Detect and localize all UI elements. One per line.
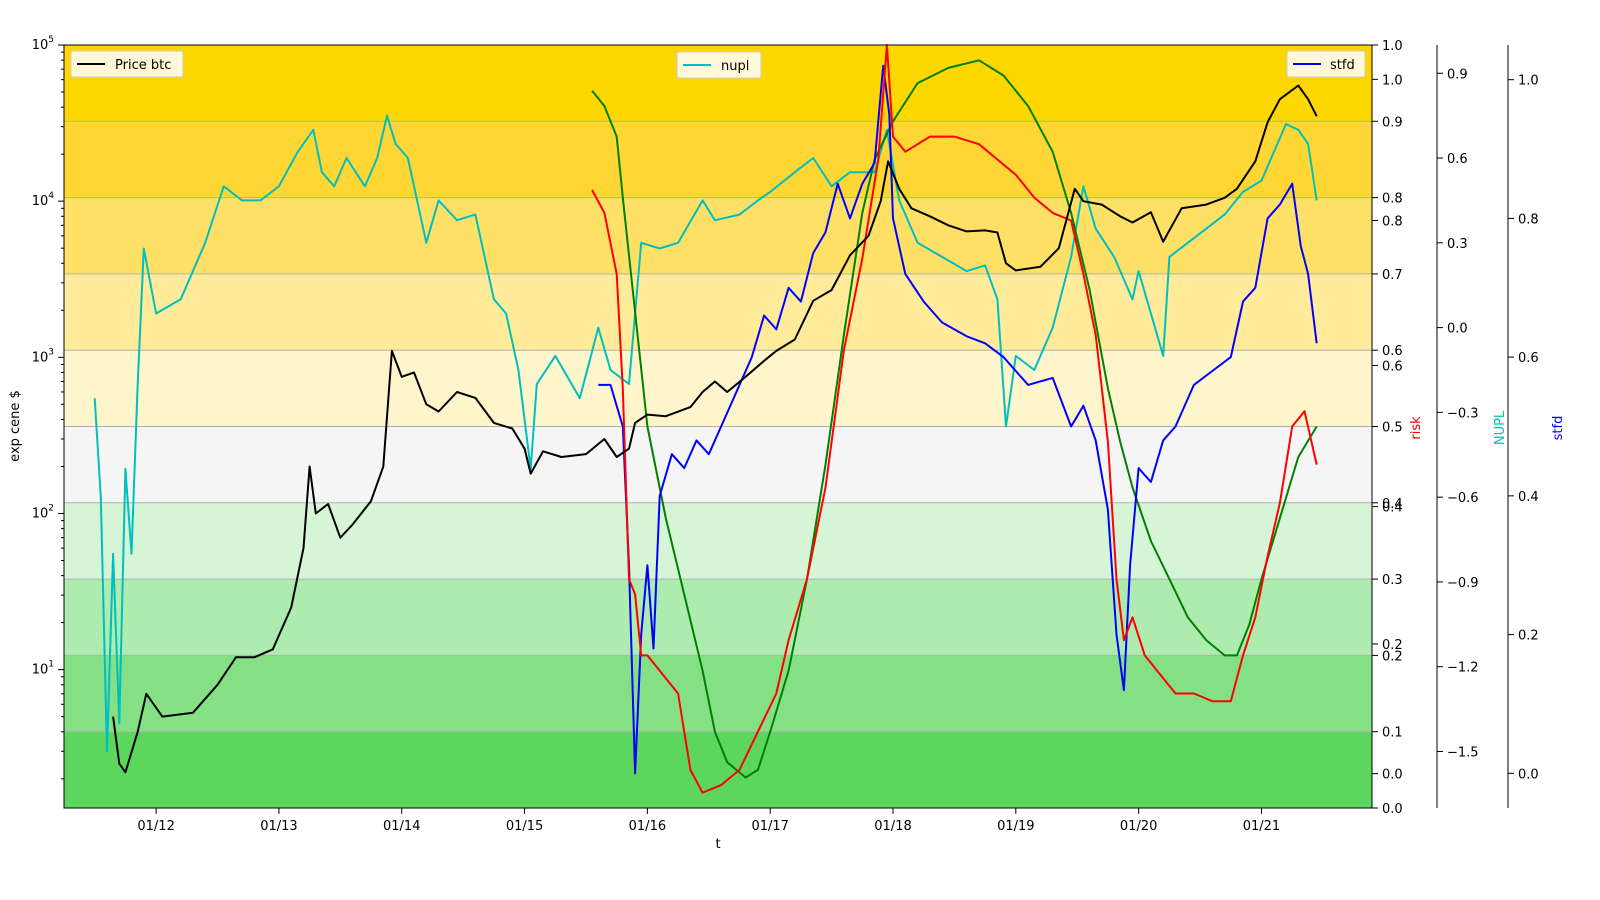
risk-tick-label: 0.3 [1382, 573, 1403, 588]
stfd-axis-label: stfd [1551, 416, 1566, 441]
time-tick-label: 01/16 [629, 819, 666, 834]
risk-tick-label: 0.1 [1382, 726, 1403, 741]
risk-band [64, 502, 1372, 580]
nupl-tick-label: 0.9 [1447, 67, 1468, 82]
risk-aux-axis: 0.0 0.2 0.4 0.6 0.8 1.0 [1372, 73, 1403, 783]
risk-tick-label: 1.0 [1382, 39, 1403, 54]
time-tick-label: 01/17 [751, 819, 788, 834]
risk-tick-label: 0.5 [1382, 421, 1403, 436]
y-axis-label: exp cene $ [8, 390, 23, 462]
risk-tick-label: 0.4 [1382, 497, 1403, 512]
risk-tick-label: 0.9 [1382, 115, 1403, 130]
risk-axis: 0.0 0.1 0.2 0.3 0.4 0.5 0.6 0.7 0.8 0.9 1.0 [1372, 39, 1403, 817]
legend-nupl: nupl [676, 51, 762, 79]
risk-band [64, 426, 1372, 503]
stfd-tick-label: 0.0 [1518, 767, 1539, 782]
nupl-axis: 0.9 0.6 0.3 0.0 −0.3 −0.6 −0.9 −1.2 −1.5 [1436, 45, 1479, 808]
price-tick-label: 105 [32, 35, 54, 53]
risk-band [64, 350, 1372, 427]
time-tick-label: 01/14 [383, 819, 420, 834]
nupl-tick-label: −1.2 [1447, 661, 1479, 676]
stfd-axis: 1.0 0.8 0.6 0.4 0.2 0.0 [1507, 45, 1539, 808]
nupl-tick-label: −0.6 [1447, 491, 1479, 506]
stfd-tick-label: 0.8 [1518, 212, 1539, 227]
risk-aux-tick-label: 0.0 [1382, 768, 1403, 783]
risk-band [64, 121, 1372, 198]
price-tick-label: 102 [32, 503, 54, 521]
price-axis: 101 102 103 104 105 [32, 35, 64, 780]
time-tick-label: 01/18 [874, 819, 911, 834]
time-tick-label: 01/21 [1243, 819, 1280, 834]
risk-tick-label: 0.6 [1382, 344, 1403, 359]
series-layer [93, 44, 1318, 794]
nupl-tick-label: −0.3 [1447, 406, 1479, 421]
nupl-tick-label: 0.6 [1447, 152, 1468, 167]
risk-band [64, 273, 1372, 351]
risk-aux-tick-label: 0.8 [1382, 214, 1403, 229]
series-line-nupl [93, 114, 1318, 753]
time-tick-label: 01/20 [1120, 819, 1157, 834]
band-gridlines [64, 120, 1372, 733]
risk-aux-tick-label: 0.2 [1382, 638, 1403, 653]
time-tick-label: 01/19 [997, 819, 1034, 834]
risk-band [64, 197, 1372, 274]
series-line-smoothed-risk [591, 59, 1318, 779]
risk-tick-label: 0.8 [1382, 192, 1403, 207]
nupl-tick-label: 0.3 [1447, 237, 1468, 252]
legend-price-label: Price btc [115, 58, 171, 73]
time-tick-label: 01/15 [506, 819, 543, 834]
legend-nupl-label: nupl [721, 59, 749, 74]
time-tick-label: 01/12 [137, 819, 174, 834]
stfd-tick-label: 0.6 [1518, 351, 1539, 366]
price-tick-label: 103 [32, 347, 54, 365]
risk-tick-label: 0.7 [1382, 268, 1403, 283]
legend-price: Price btc [70, 50, 184, 78]
legend-stfd: stfd [1286, 50, 1366, 78]
x-axis-label: t [715, 837, 720, 852]
price-tick-label: 101 [32, 660, 54, 678]
stfd-tick-label: 1.0 [1518, 74, 1539, 89]
nupl-axis-label: NUPL [1493, 410, 1508, 445]
series-line-risk [591, 44, 1318, 794]
risk-aux-tick-label: 1.0 [1382, 73, 1403, 88]
risk-tick-label: 0.0 [1382, 802, 1403, 817]
nupl-tick-label: 0.0 [1447, 322, 1468, 337]
nupl-tick-label: −1.5 [1447, 745, 1479, 760]
risk-band [64, 579, 1372, 656]
price-tick-label: 104 [32, 191, 55, 209]
nupl-tick-label: −0.9 [1447, 576, 1479, 591]
stfd-tick-label: 0.4 [1518, 490, 1539, 505]
risk-band [64, 731, 1372, 808]
time-tick-label: 01/13 [260, 819, 297, 834]
risk-axis-label: risk [1409, 416, 1424, 440]
risk-tick-label: 0.2 [1382, 649, 1403, 664]
time-axis: 01/12 01/13 01/14 01/15 01/16 01/17 01/18 01/19… [137, 808, 1280, 834]
legend-stfd-label: stfd [1330, 58, 1355, 73]
series-line-price-btc [112, 84, 1318, 774]
stfd-tick-label: 0.2 [1518, 629, 1539, 644]
risk-aux-tick-label: 0.4 [1382, 501, 1403, 516]
risk-aux-tick-label: 0.6 [1382, 359, 1403, 374]
series-line-stfd [598, 64, 1318, 775]
